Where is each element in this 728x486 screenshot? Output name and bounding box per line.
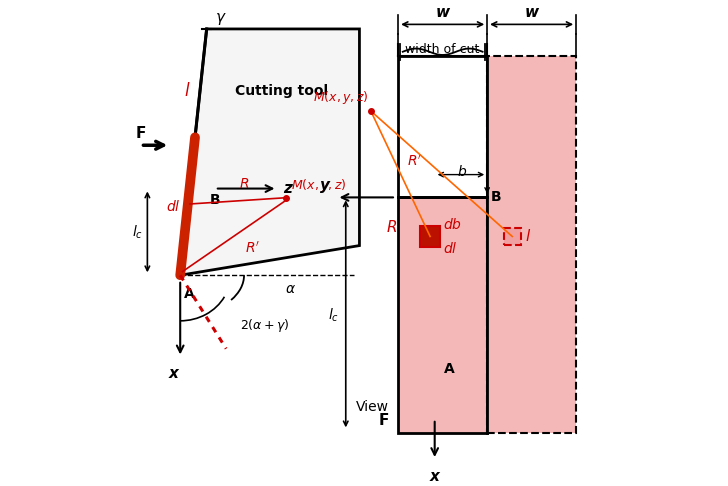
Text: w: w [525, 5, 539, 20]
Text: $l_c$: $l_c$ [328, 306, 339, 324]
Text: F: F [379, 413, 389, 428]
Bar [420, 226, 440, 247]
Bar [398, 197, 487, 433]
Text: $R$: $R$ [386, 219, 397, 235]
Text: B: B [491, 191, 502, 205]
Bar [504, 228, 521, 245]
Text: $l_c$: $l_c$ [132, 223, 143, 241]
Bar [398, 56, 487, 197]
Text: $l$: $l$ [525, 228, 531, 244]
Text: $db$: $db$ [443, 217, 462, 232]
Text: x: x [430, 469, 440, 484]
Text: $\gamma$: $\gamma$ [215, 11, 226, 27]
Text: $R$: $R$ [240, 176, 250, 191]
Text: View: View [356, 400, 389, 414]
Text: b: b [458, 165, 467, 179]
Text: $2(\alpha+\gamma)$: $2(\alpha+\gamma)$ [240, 316, 289, 333]
Text: x: x [168, 366, 178, 382]
Text: $R'$: $R'$ [408, 154, 422, 169]
Text: $l$: $l$ [184, 82, 191, 100]
Text: z: z [283, 181, 292, 196]
Text: y: y [320, 178, 330, 193]
Polygon shape [181, 29, 360, 275]
Text: F: F [136, 126, 146, 140]
Bar [487, 56, 576, 433]
Text: w: w [435, 5, 450, 20]
Text: B: B [210, 193, 220, 207]
Text: width of cut: width of cut [405, 43, 480, 55]
Text: A: A [184, 287, 194, 301]
Text: $dl$: $dl$ [443, 241, 457, 256]
Text: $M(x,y,z)$: $M(x,y,z)$ [313, 89, 368, 106]
Text: $\alpha$: $\alpha$ [285, 282, 296, 296]
Text: $R'$: $R'$ [245, 241, 260, 256]
Text: $dl$: $dl$ [166, 199, 181, 214]
Text: Cutting tool: Cutting tool [235, 84, 328, 98]
Text: A: A [444, 362, 454, 376]
Text: $M(x,y,z)$: $M(x,y,z)$ [291, 177, 347, 194]
